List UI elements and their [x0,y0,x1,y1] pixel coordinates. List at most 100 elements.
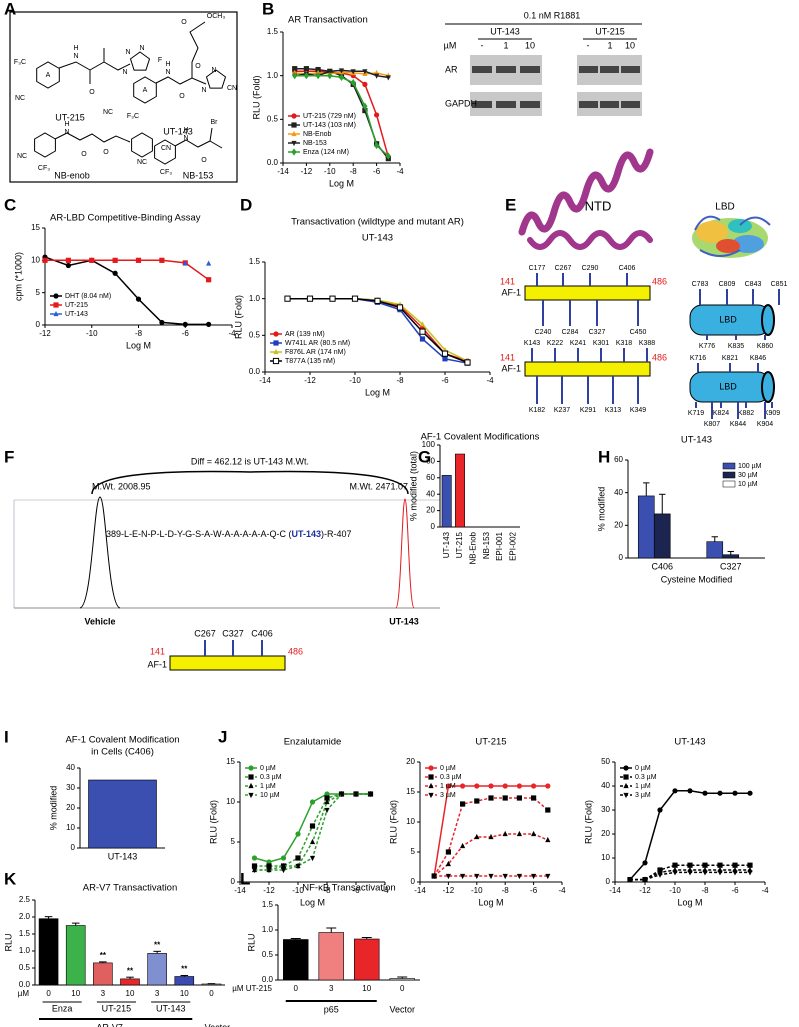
data-point [441,350,449,357]
compound-name: NB-enob [54,170,90,180]
chart-title: UT-143 [674,737,705,748]
atom-label: F₃C [14,59,26,66]
data-point [460,842,466,849]
atom-label: O [179,93,185,100]
data-point [732,870,738,876]
site-label: C177 [529,265,546,272]
data-point [717,790,723,796]
data-point [627,877,633,883]
legend-swatch [722,480,736,488]
site-label: K860 [757,343,773,350]
bar [88,779,157,849]
x-tick-label: -12 [263,886,275,895]
y-axis-label: RLU [3,933,13,951]
bar [354,938,380,981]
data-point [431,873,437,880]
legend-swatch [722,462,736,470]
x-axis-label: Log M [478,897,503,907]
data-point [531,830,537,837]
y-tick-label: 0.5 [249,330,261,339]
x-tick-label: -6 [373,167,381,176]
panel-label: G [418,447,431,466]
data-point [284,295,291,302]
data-point [545,783,551,789]
blot-group: UT-215 [595,26,625,36]
data-point [396,304,404,311]
atom-label: F₃C [127,113,139,120]
data-point [488,783,494,789]
data-point [445,860,451,867]
site-label: K846 [750,355,766,362]
data-point [747,870,753,876]
data-point [280,867,287,874]
bar [120,978,140,986]
site-label: K318 [616,340,632,347]
x-tick-label: 0 [294,984,299,993]
mw-label: M.Wt. 2008.95 [92,481,151,491]
site-label: K844 [730,421,746,428]
data-point [516,783,523,789]
legend-marker [291,148,297,156]
site-label: C284 [562,329,579,336]
data-point [374,141,380,150]
data-point [309,799,316,805]
bond [129,51,151,71]
data-point [159,257,165,263]
data-point [309,823,316,829]
chart-title: AR-LBD Competitive-Binding Assay [50,213,201,224]
site-label: K291 [580,407,596,414]
mw-label: M.Wt. 2471.07 [349,481,408,491]
significance: ** [127,966,134,975]
x-tick-label: -4 [381,886,389,895]
data-point [531,873,537,880]
x-tick-label: UT-215 [455,531,464,558]
data-point [460,873,466,880]
atom-label: CF₃ [38,165,50,172]
data-point [362,108,368,114]
atom-label: N [73,53,78,60]
data-point [65,262,71,269]
site-label: K835 [728,343,744,350]
data-point [295,863,301,870]
legend-label: UT-215 (729 nM) [303,113,356,120]
series-line [44,256,209,326]
x-tick-label: -6 [530,886,538,895]
x-axis-label: Log M [126,340,151,350]
site-label: K388 [639,340,655,347]
site-label: K222 [547,340,563,347]
atom-label: N [125,49,130,56]
data-point [385,75,391,81]
bond [36,61,60,89]
legend-marker [428,765,434,771]
adduct: UT-143 [292,529,322,539]
legend-label: 0.3 µM [260,774,282,781]
x-tick-label: -10 [349,376,361,385]
x-tick-label: -8 [323,886,331,895]
residue-end: 486 [652,352,667,362]
significance: ** [154,940,161,949]
panel-label: B [262,0,274,18]
y-tick-label: 0.0 [19,980,31,989]
data-point [488,833,494,840]
legend-marker [248,782,254,789]
atom-label: H [183,127,188,134]
data-point [315,72,321,80]
y-tick-label: 30 [66,783,75,792]
legend-marker [623,774,629,780]
site-label: K824 [713,410,729,417]
y-tick-label: 20 [426,506,435,515]
data-point [338,791,345,798]
af1-bar [169,655,286,671]
significance: ** [181,965,188,974]
data-point [474,783,480,789]
site-label: C843 [745,281,762,288]
y-tick-label: 15 [406,787,415,796]
chart-title: AR Transactivation [288,15,368,26]
sequence-part: 389-L-E-N-P-L-D-Y-G-S-A-W-A-A-A-A-A-Q-C … [106,529,292,539]
site-label: K241 [570,340,586,347]
data-point [657,872,663,878]
data-point [545,807,551,813]
bar [38,918,59,986]
blot-dose: 1 [503,40,508,50]
y-tick-label: 1.0 [19,946,31,955]
